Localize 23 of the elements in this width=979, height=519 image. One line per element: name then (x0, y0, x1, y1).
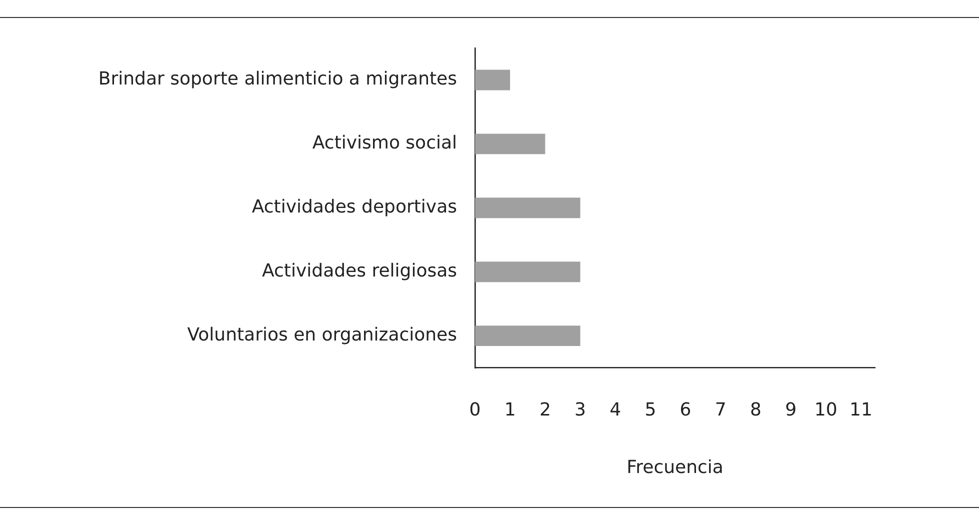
x-tick-label: 0 (469, 399, 481, 420)
x-tick-label: 8 (750, 399, 762, 420)
x-tick-label: 2 (539, 399, 551, 420)
x-tick-label: 9 (785, 399, 797, 420)
x-tick-label: 4 (610, 399, 622, 420)
x-tick-label: 10 (814, 399, 838, 420)
y-tick-label: Actividades deportivas (252, 196, 457, 218)
x-tick-label: 3 (574, 399, 586, 420)
bar (475, 326, 580, 346)
bar (475, 70, 510, 90)
x-tick-label: 5 (644, 399, 656, 420)
bar (475, 198, 580, 218)
x-tick-label: 11 (850, 399, 872, 420)
bar (475, 262, 580, 282)
x-tick-label: 1 (504, 399, 516, 420)
x-tick-label: 7 (714, 399, 726, 420)
y-tick-label: Brindar soporte alimenticio a migrantes (98, 68, 457, 90)
y-tick-label: Actividades religiosas (262, 260, 457, 282)
y-tick-label: Voluntarios en organizaciones (187, 324, 457, 346)
x-axis-title: Frecuencia (626, 456, 724, 478)
y-tick-label: Activismo social (312, 132, 457, 154)
x-tick-label: 6 (680, 399, 692, 420)
bar (475, 134, 546, 154)
